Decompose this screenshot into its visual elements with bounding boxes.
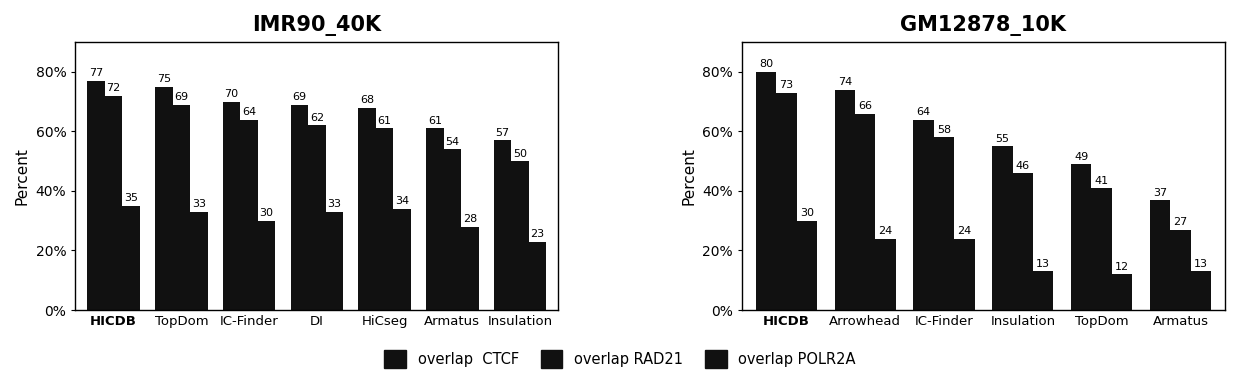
Text: 61: 61: [378, 116, 392, 126]
Text: 64: 64: [916, 107, 931, 117]
Text: 27: 27: [1173, 217, 1188, 227]
Text: 24: 24: [878, 226, 893, 236]
Text: 50: 50: [513, 149, 527, 159]
Text: 12: 12: [1115, 262, 1130, 272]
Bar: [105, 96, 123, 310]
Bar: [992, 146, 1013, 310]
Bar: [1013, 173, 1033, 310]
Text: 69: 69: [293, 92, 306, 102]
Text: 41: 41: [1095, 176, 1109, 186]
Text: 69: 69: [175, 92, 188, 102]
Bar: [529, 242, 547, 310]
Bar: [258, 221, 275, 310]
Text: 13: 13: [1194, 259, 1208, 269]
Text: 70: 70: [224, 89, 238, 99]
Text: 30: 30: [800, 208, 813, 218]
Text: 68: 68: [360, 95, 374, 105]
Text: 74: 74: [838, 77, 852, 87]
Title: GM12878_10K: GM12878_10K: [900, 15, 1066, 36]
Bar: [223, 102, 241, 310]
Bar: [796, 221, 817, 310]
Text: 23: 23: [531, 229, 544, 239]
Text: 55: 55: [996, 134, 1009, 144]
Bar: [241, 120, 258, 310]
Text: 61: 61: [428, 116, 441, 126]
Text: 75: 75: [156, 74, 171, 84]
Y-axis label: Percent: Percent: [682, 147, 697, 205]
Text: 49: 49: [1074, 152, 1089, 162]
Bar: [955, 239, 975, 310]
Text: 30: 30: [259, 208, 274, 218]
Text: 13: 13: [1037, 259, 1050, 269]
Text: 35: 35: [124, 194, 138, 203]
Bar: [326, 212, 343, 310]
Text: 58: 58: [937, 125, 951, 135]
Bar: [427, 128, 444, 310]
Bar: [290, 105, 308, 310]
Bar: [1149, 200, 1171, 310]
Bar: [376, 128, 393, 310]
Legend: overlap  CTCF, overlap RAD21, overlap POLR2A: overlap CTCF, overlap RAD21, overlap POL…: [378, 344, 862, 374]
Text: 46: 46: [1016, 161, 1030, 171]
Text: 37: 37: [1153, 187, 1167, 197]
Bar: [1033, 271, 1054, 310]
Bar: [308, 125, 326, 310]
Bar: [934, 138, 955, 310]
Bar: [1171, 230, 1190, 310]
Text: 33: 33: [327, 199, 341, 210]
Bar: [190, 212, 207, 310]
Bar: [914, 120, 934, 310]
Bar: [87, 81, 105, 310]
Text: 34: 34: [396, 197, 409, 207]
Text: 64: 64: [242, 107, 257, 117]
Bar: [393, 209, 410, 310]
Bar: [1190, 271, 1211, 310]
Bar: [1071, 164, 1091, 310]
Text: 80: 80: [759, 59, 773, 69]
Text: 57: 57: [496, 128, 510, 138]
Bar: [776, 93, 796, 310]
Y-axis label: Percent: Percent: [15, 147, 30, 205]
Bar: [358, 107, 376, 310]
Text: 66: 66: [858, 101, 872, 111]
Bar: [511, 161, 529, 310]
Bar: [123, 206, 140, 310]
Bar: [1112, 274, 1132, 310]
Text: 77: 77: [89, 69, 103, 78]
Bar: [856, 114, 875, 310]
Bar: [756, 72, 776, 310]
Text: 28: 28: [463, 214, 477, 224]
Bar: [155, 87, 172, 310]
Bar: [1091, 188, 1112, 310]
Bar: [875, 239, 895, 310]
Bar: [835, 90, 856, 310]
Title: IMR90_40K: IMR90_40K: [252, 15, 382, 36]
Bar: [494, 140, 511, 310]
Text: 73: 73: [780, 80, 794, 90]
Text: 54: 54: [445, 137, 460, 147]
Text: 62: 62: [310, 113, 324, 123]
Text: 24: 24: [957, 226, 972, 236]
Text: 33: 33: [192, 199, 206, 210]
Bar: [444, 149, 461, 310]
Bar: [172, 105, 190, 310]
Text: 72: 72: [107, 83, 120, 93]
Bar: [461, 227, 479, 310]
